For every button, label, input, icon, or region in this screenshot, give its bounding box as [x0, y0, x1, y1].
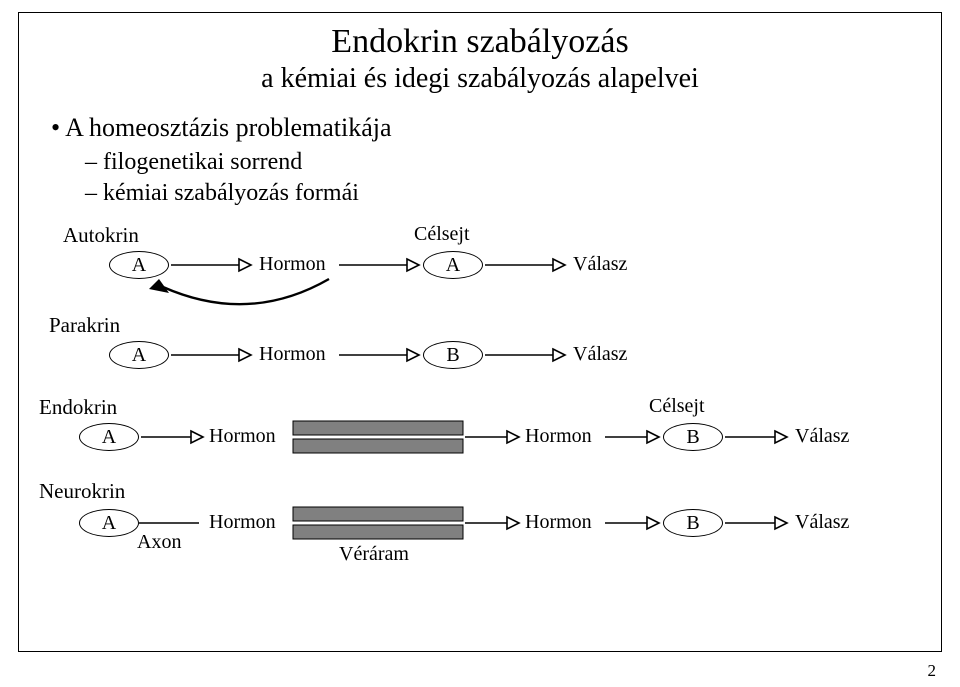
arrow-icon: [339, 257, 419, 273]
label-hormon: Hormon: [525, 425, 592, 448]
label-celsejt: Célsejt: [649, 395, 705, 418]
label-hormon: Hormon: [259, 343, 326, 366]
cell-A: A: [79, 423, 139, 451]
label-veraram: Véráram: [339, 543, 409, 566]
cell-B-target: B: [663, 423, 723, 451]
diagram-area: Autokrin Célsejt A Hormon A Válasz Parak…: [19, 211, 941, 581]
cell-B-target: B: [663, 509, 723, 537]
label-hormon: Hormon: [209, 425, 276, 448]
arrow-icon: [725, 429, 787, 445]
label-autokrin: Autokrin: [63, 223, 139, 248]
cell-A-label: A: [80, 510, 138, 536]
label-parakrin: Parakrin: [49, 313, 120, 338]
cell-A: A: [79, 509, 139, 537]
bullet-level2: kémiai szabályozás formái: [85, 180, 941, 207]
arrow-icon: [485, 257, 565, 273]
cell-A: A: [109, 341, 169, 369]
arrow-icon: [171, 257, 251, 273]
slide-frame: Endokrin szabályozás a kémiai és idegi s…: [18, 12, 942, 652]
label-neurokrin: Neurokrin: [39, 479, 125, 504]
label-hormon: Hormon: [209, 511, 276, 534]
arrow-icon: [485, 347, 565, 363]
cell-B-label: B: [664, 510, 722, 536]
cell-B-label: B: [664, 424, 722, 450]
blood-vessel-icon: [293, 421, 463, 455]
label-endokrin: Endokrin: [39, 395, 117, 420]
arrow-icon: [465, 515, 519, 531]
cell-A-label: A: [80, 424, 138, 450]
label-axon: Axon: [137, 531, 181, 554]
arrow-icon: [465, 429, 519, 445]
arrow-icon: [725, 515, 787, 531]
cell-A-label: A: [110, 342, 168, 368]
arrow-icon: [339, 347, 419, 363]
arrow-icon: [605, 429, 659, 445]
label-valasz: Válasz: [795, 511, 849, 534]
bullet-list: A homeosztázis problematikája filogeneti…: [51, 113, 941, 207]
label-valasz: Válasz: [573, 343, 627, 366]
slide-title: Endokrin szabályozás: [19, 23, 941, 61]
label-valasz: Válasz: [573, 253, 627, 276]
bullet-level2: filogenetikai sorrend: [85, 149, 941, 176]
slide-subtitle: a kémiai és idegi szabályozás alapelvei: [19, 63, 941, 95]
cell-A-target: A: [423, 251, 483, 279]
cell-B-target: B: [423, 341, 483, 369]
cell-B-label: B: [424, 342, 482, 368]
bullet-level1: A homeosztázis problematikája: [51, 113, 941, 143]
label-celsejt: Célsejt: [414, 223, 470, 246]
arrow-icon: [605, 515, 659, 531]
arrow-icon: [171, 347, 251, 363]
arrow-icon: [141, 429, 203, 445]
axon-line-icon: [139, 515, 199, 531]
blood-vessel-icon: [293, 507, 463, 541]
label-valasz: Válasz: [795, 425, 849, 448]
cell-A-label: A: [424, 252, 482, 278]
label-hormon: Hormon: [525, 511, 592, 534]
page-number: 2: [928, 661, 937, 681]
feedback-arrow-icon: [149, 273, 349, 321]
